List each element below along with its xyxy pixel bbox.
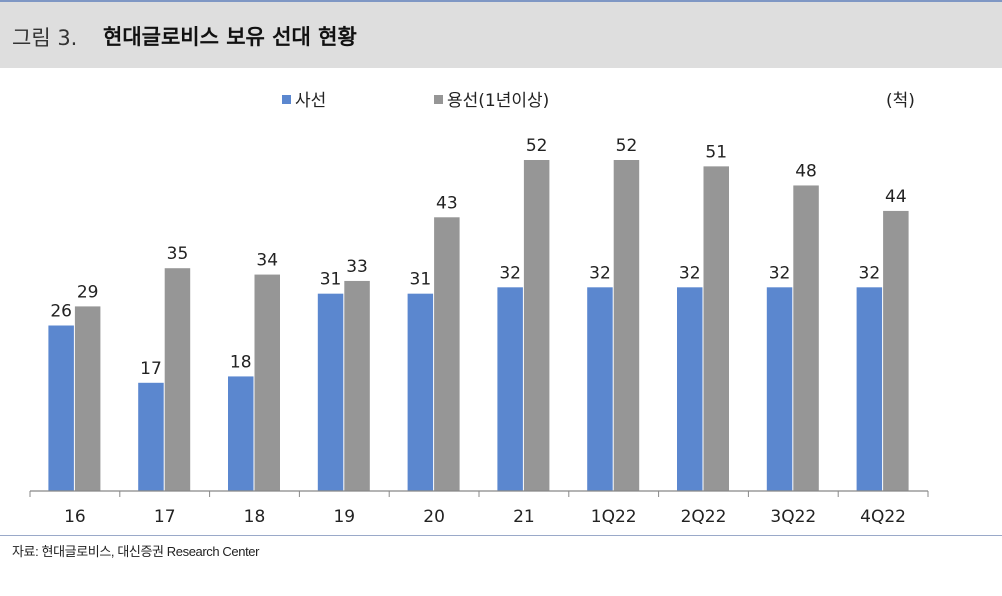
figure-header: 그림 3. 현대글로비스 보유 선대 현황 bbox=[0, 0, 1002, 68]
x-tick-label: 3Q22 bbox=[770, 507, 816, 527]
bar-series1 bbox=[677, 287, 703, 491]
legend-label-series1: 사선 bbox=[295, 91, 327, 111]
data-label-series1: 32 bbox=[679, 263, 701, 283]
data-label-series1: 32 bbox=[769, 263, 791, 283]
data-label-series1: 31 bbox=[410, 270, 432, 290]
bar-series1 bbox=[856, 287, 883, 491]
x-tick-label: 17 bbox=[154, 507, 176, 527]
bar-series2 bbox=[793, 185, 819, 491]
data-label-series1: 32 bbox=[859, 263, 881, 283]
data-label-series2: 52 bbox=[526, 136, 548, 156]
bar-series1 bbox=[766, 287, 793, 491]
data-label-series2: 44 bbox=[885, 187, 907, 207]
bar-series2 bbox=[344, 280, 370, 491]
bar-series2 bbox=[613, 160, 640, 491]
unit-label: (척) bbox=[886, 91, 915, 111]
bar-series1 bbox=[317, 293, 344, 491]
x-tick-label: 18 bbox=[244, 507, 266, 527]
bar-series2 bbox=[703, 166, 729, 491]
bar-series2 bbox=[883, 210, 909, 491]
data-label-series1: 32 bbox=[589, 263, 611, 283]
x-tick-label: 2Q22 bbox=[681, 507, 727, 527]
data-label-series2: 51 bbox=[705, 142, 727, 162]
legend-item-series1: 사선 bbox=[282, 86, 326, 111]
bar-series1 bbox=[138, 382, 164, 491]
bar-series1 bbox=[587, 287, 613, 491]
data-label-series1: 26 bbox=[50, 302, 72, 322]
legend-label-series2: 용선(1년이상) bbox=[447, 91, 550, 111]
bar-series1 bbox=[228, 376, 254, 491]
chart-title: 현대글로비스 보유 선대 현황 bbox=[103, 25, 357, 49]
x-tick-label: 16 bbox=[64, 507, 86, 527]
bar-series2 bbox=[254, 274, 280, 491]
legend-swatch-series2 bbox=[434, 95, 443, 104]
x-tick-label: 19 bbox=[333, 507, 355, 527]
bar-series2 bbox=[434, 217, 460, 492]
data-label-series2: 29 bbox=[77, 282, 99, 302]
data-label-series2: 34 bbox=[256, 251, 278, 271]
legend-item-series2: 용선(1년이상) bbox=[434, 86, 549, 111]
bar-series2 bbox=[164, 268, 191, 491]
x-tick-label: 4Q22 bbox=[860, 507, 906, 527]
bar-series1 bbox=[48, 325, 74, 491]
bar-series1 bbox=[497, 287, 523, 491]
data-label-series1: 32 bbox=[499, 263, 521, 283]
source-note: 자료: 현대글로비스, 대신증권 Research Center bbox=[12, 544, 260, 559]
data-label-series2: 48 bbox=[795, 161, 817, 181]
data-label-series1: 18 bbox=[230, 352, 252, 372]
data-label-series2: 52 bbox=[616, 136, 638, 156]
figure-label: 그림 3. bbox=[12, 26, 78, 50]
x-tick-label: 20 bbox=[423, 507, 445, 527]
source-divider bbox=[0, 535, 1002, 536]
bar-series2 bbox=[523, 160, 550, 491]
x-tick-label: 21 bbox=[513, 507, 535, 527]
data-label-series1: 31 bbox=[320, 270, 342, 290]
x-tick-label: 1Q22 bbox=[591, 507, 637, 527]
data-label-series2: 33 bbox=[346, 257, 368, 277]
legend-swatch-series1 bbox=[282, 95, 291, 104]
bar-series2 bbox=[74, 306, 101, 491]
bar-series1 bbox=[407, 293, 434, 491]
data-label-series2: 35 bbox=[167, 244, 189, 264]
data-label-series2: 43 bbox=[436, 193, 458, 213]
data-label-series1: 17 bbox=[140, 359, 162, 379]
